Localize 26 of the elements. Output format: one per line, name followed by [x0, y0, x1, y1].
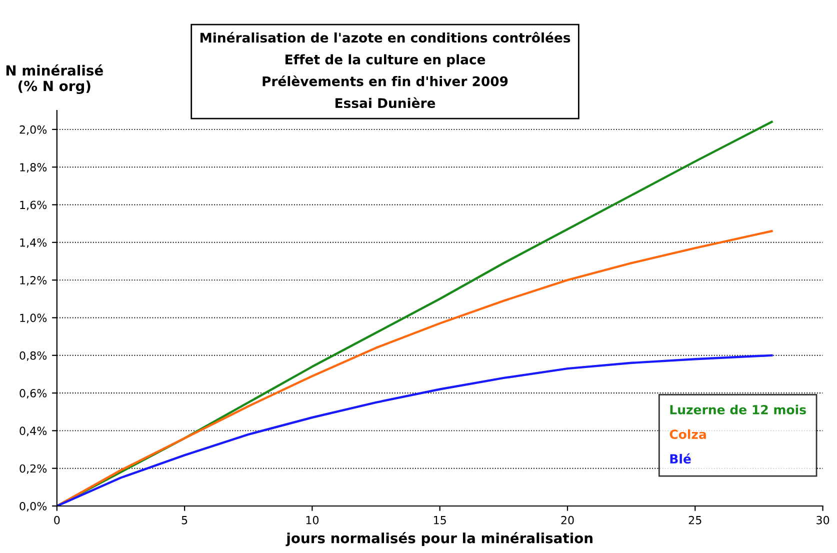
y-tick-label: 0,2% — [20, 464, 47, 474]
x-axis-title: jours normalisés pour la minéralisation — [286, 532, 592, 546]
text: Colza — [670, 429, 706, 439]
y-tick-label: 1,0% — [20, 314, 47, 324]
line-series — [56, 354, 773, 506]
x-tick-label: 25 — [688, 516, 702, 524]
y-tick-label: 0,8% — [20, 351, 47, 361]
text: Blé — [670, 453, 691, 464]
y-tick-label: 2,0% — [20, 125, 47, 135]
line-series — [56, 230, 773, 506]
y-tick-label: 0,0% — [20, 502, 47, 512]
x-tick-label: 10 — [306, 516, 319, 524]
y-tick-label: 1,4% — [20, 238, 47, 248]
text: Luzerne de 12 mois — [670, 404, 806, 414]
y-tick-label: 1,2% — [20, 276, 47, 286]
x-tick-label: 30 — [816, 516, 830, 524]
y-tick-label: 1,6% — [20, 200, 47, 210]
y-tick-label: 0,6% — [20, 389, 47, 399]
x-tick-label: 5 — [182, 516, 188, 524]
x-tick-label: 20 — [561, 516, 574, 524]
y-tick-label: 0,4% — [20, 426, 47, 436]
y-tick-label: 1,8% — [20, 163, 47, 173]
x-tick-label: 0 — [54, 516, 60, 524]
chart-title: Minéralisation de l'azote en conditions contrôlées Effet de la culture en place Prélèvements en fin d'hiver 2009 Essai Dunière — [200, 32, 570, 108]
x-tick-label: 15 — [434, 516, 446, 524]
y-axis-title: N minéralisé (% N org) — [6, 64, 103, 94]
